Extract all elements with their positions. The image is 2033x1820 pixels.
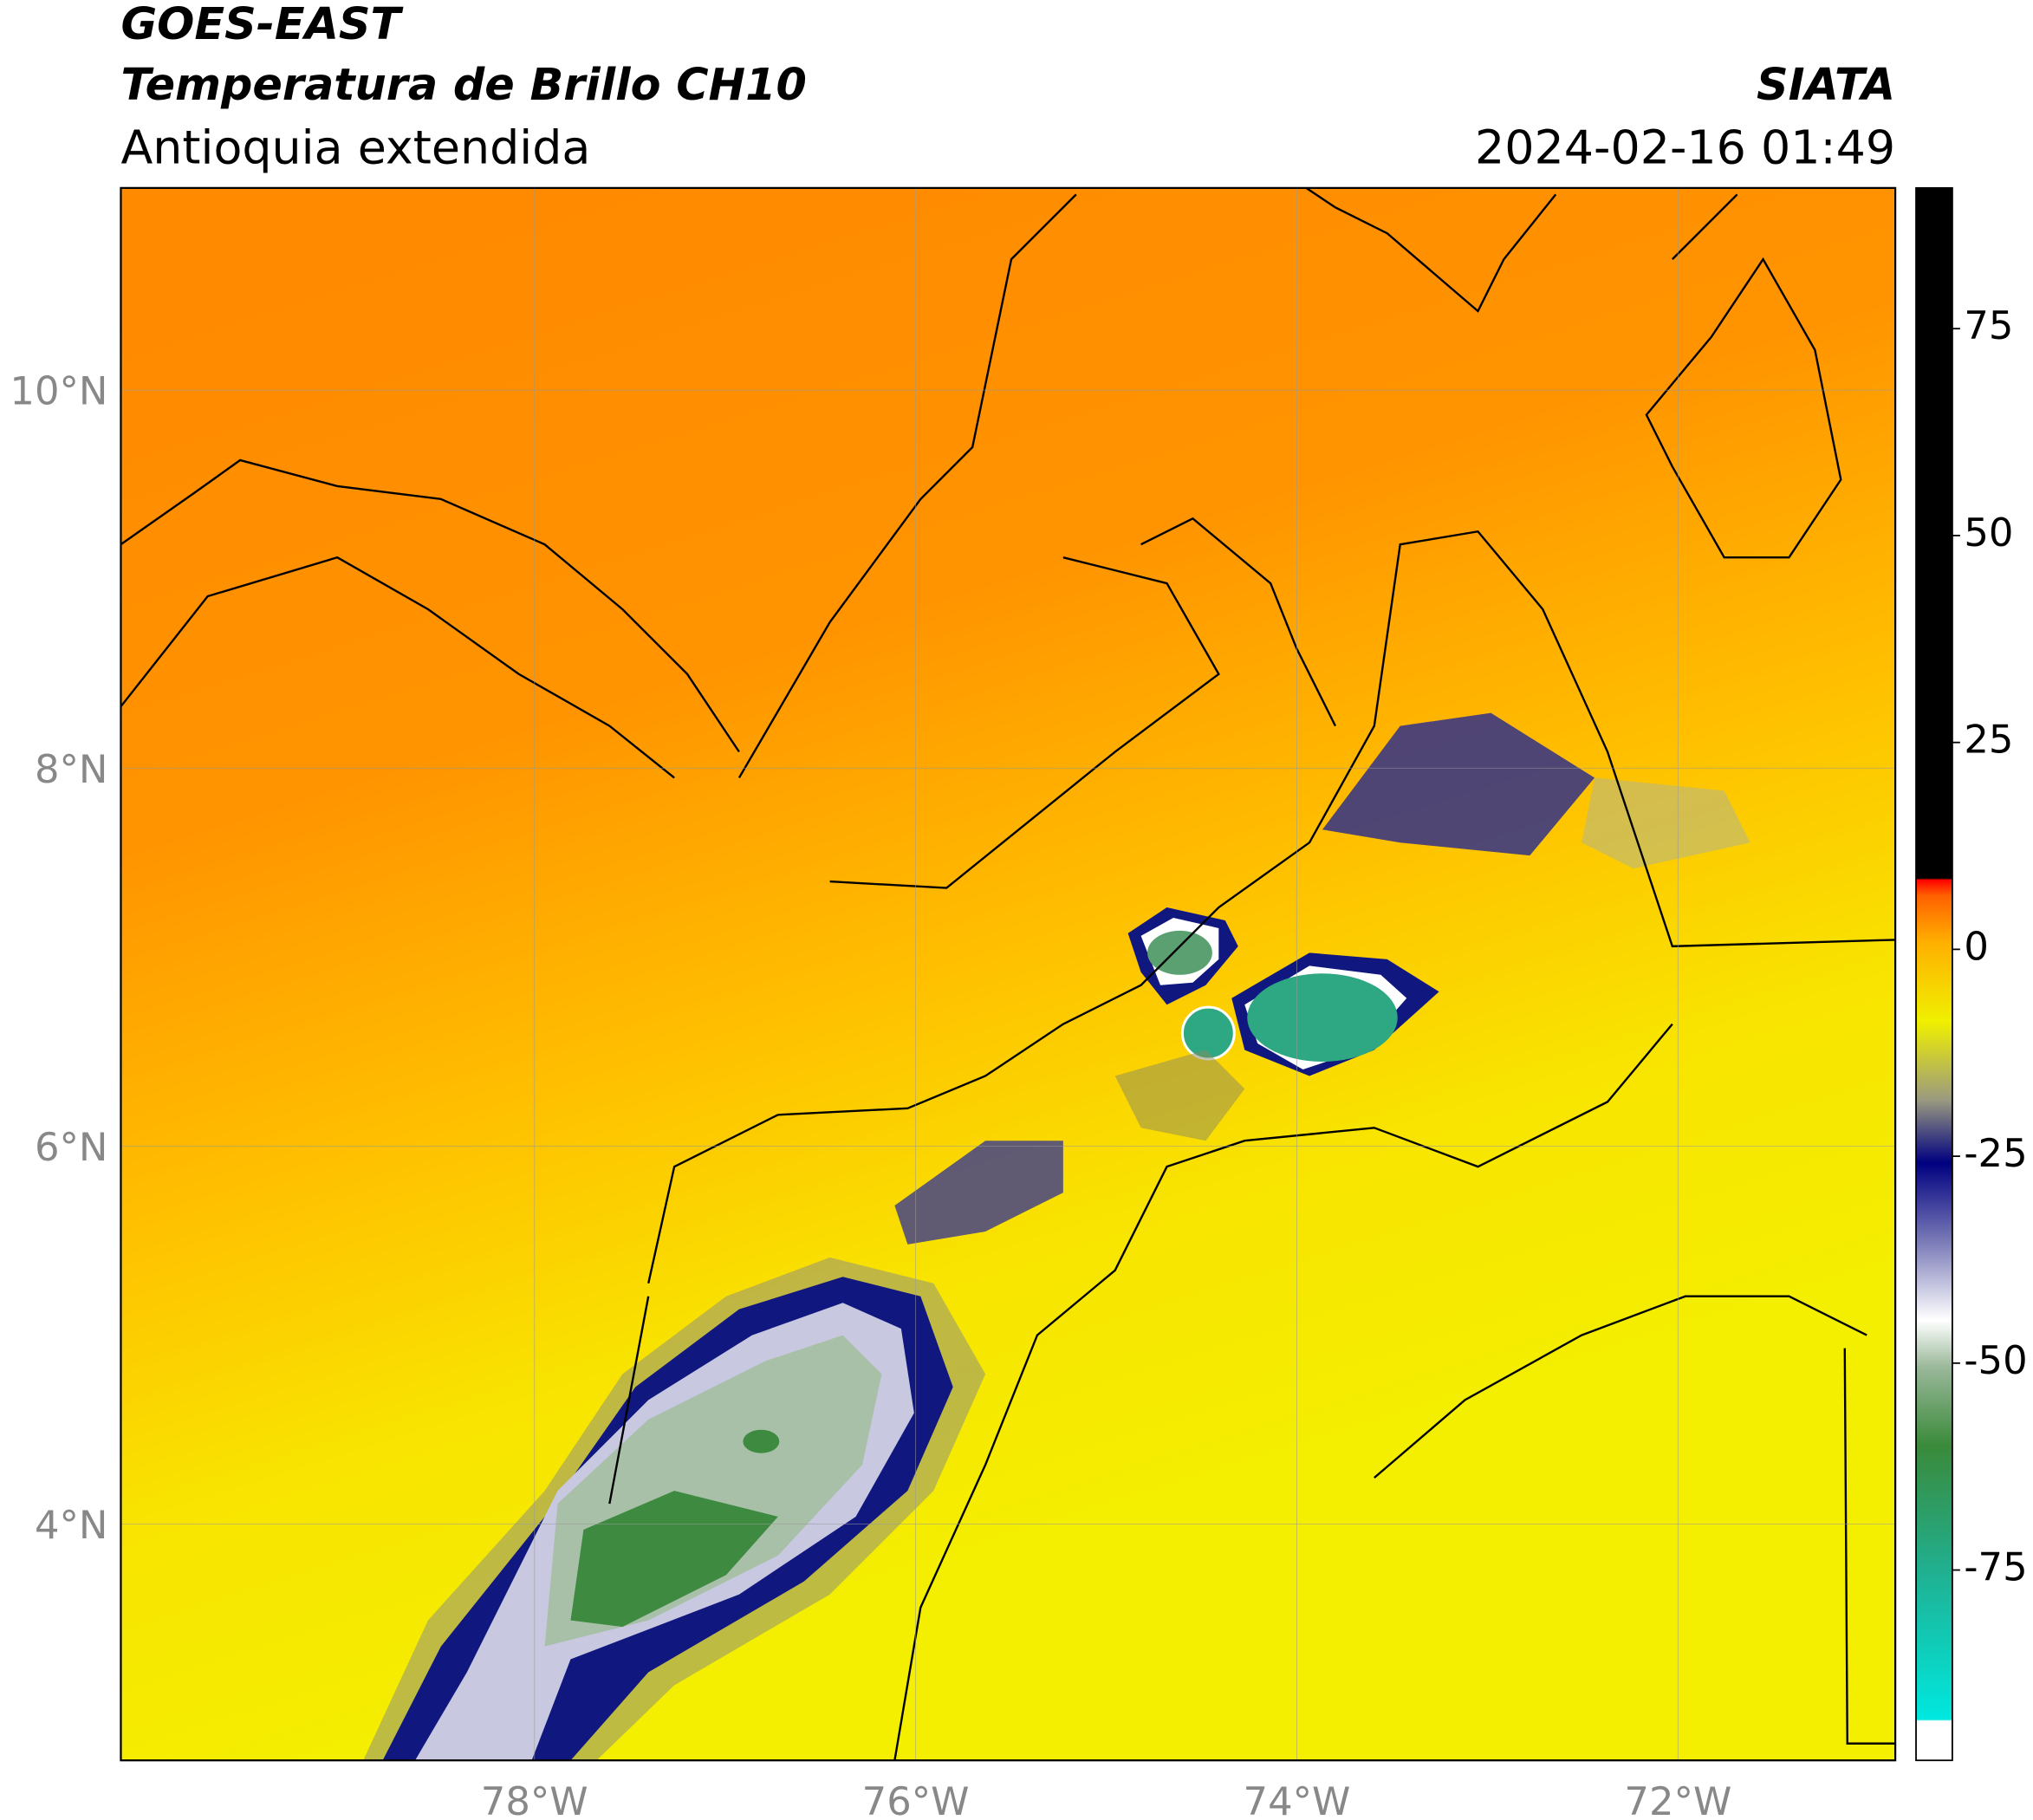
- lat-tick-label: 8°N: [35, 746, 108, 792]
- lon-tick-label: 76°W: [862, 1778, 970, 1820]
- region: Antioquia extendida: [120, 120, 590, 174]
- colorbar: [1915, 186, 1953, 1762]
- lon-tick-label: 74°W: [1244, 1778, 1351, 1820]
- title: GOES-EAST: [120, 0, 404, 49]
- colorbar-tick-label: 50: [1964, 510, 2013, 556]
- gridlines: [120, 187, 1896, 1761]
- datetime: 2024-02-16 01:49: [1475, 120, 1895, 174]
- lat-tick-label: 10°N: [10, 368, 107, 414]
- colorbar-tick-label: 25: [1964, 717, 2013, 763]
- colorbar-tick-label: 75: [1964, 302, 2013, 348]
- borders: [120, 187, 1896, 1761]
- lon-tick-label: 78°W: [481, 1778, 588, 1820]
- colorbar-tick-label: 0: [1964, 923, 1989, 969]
- map-background: [120, 187, 1896, 1761]
- lat-tick-label: 6°N: [35, 1124, 108, 1170]
- map-area: [120, 187, 1896, 1761]
- clouds: [363, 712, 1750, 1761]
- source: SIATA: [1757, 59, 1895, 110]
- colorbar-tick-label: -50: [1964, 1337, 2027, 1383]
- lon-tick-label: 72°W: [1624, 1778, 1731, 1820]
- subtitle: Temperatura de Brillo CH10: [120, 59, 806, 110]
- colorbar-tick-label: -75: [1964, 1544, 2027, 1590]
- colorbar-tick-label: -25: [1964, 1130, 2027, 1176]
- lat-tick-label: 4°N: [35, 1502, 108, 1548]
- map-frame: [120, 186, 1897, 1762]
